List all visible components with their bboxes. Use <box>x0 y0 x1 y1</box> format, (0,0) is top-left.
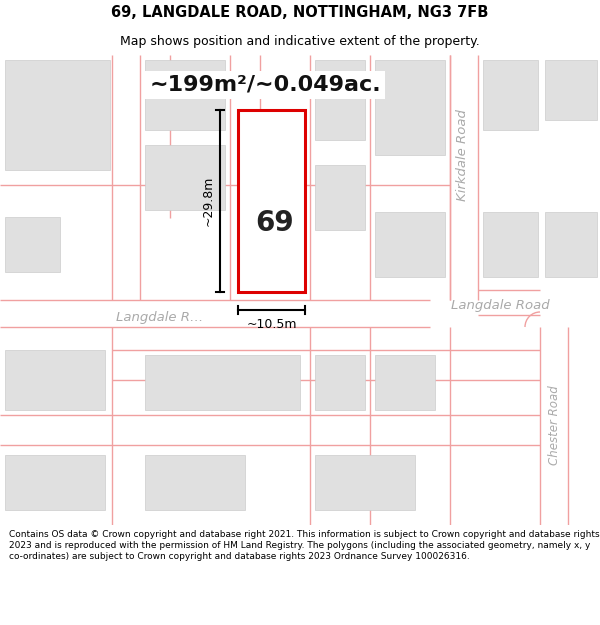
Text: Langdale R…: Langdale R… <box>116 311 203 324</box>
Text: Chester Road: Chester Road <box>548 385 560 465</box>
Bar <box>375 355 435 410</box>
Text: ~29.8m: ~29.8m <box>202 176 215 226</box>
Bar <box>315 165 365 230</box>
Bar <box>315 455 415 510</box>
Bar <box>483 60 538 130</box>
Text: Map shows position and indicative extent of the property.: Map shows position and indicative extent… <box>120 35 480 48</box>
Bar <box>145 355 300 410</box>
Text: 69, LANGDALE ROAD, NOTTINGHAM, NG3 7FB: 69, LANGDALE ROAD, NOTTINGHAM, NG3 7FB <box>112 4 488 19</box>
Bar <box>145 60 225 130</box>
Text: ~10.5m: ~10.5m <box>246 318 297 331</box>
Text: 69: 69 <box>256 209 294 237</box>
Bar <box>5 455 105 510</box>
Text: ~199m²/~0.049ac.: ~199m²/~0.049ac. <box>149 75 381 95</box>
Bar <box>545 212 597 277</box>
Bar <box>545 60 597 120</box>
Text: Langdale Road: Langdale Road <box>451 299 550 311</box>
Bar <box>5 60 110 170</box>
Bar <box>5 350 105 410</box>
Text: Contains OS data © Crown copyright and database right 2021. This information is : Contains OS data © Crown copyright and d… <box>9 530 599 561</box>
Bar <box>375 212 445 277</box>
Bar <box>145 145 225 210</box>
Text: Kirkdale Road: Kirkdale Road <box>457 109 470 201</box>
Bar <box>238 110 305 292</box>
Bar <box>315 355 365 410</box>
Bar <box>145 455 245 510</box>
Bar <box>375 60 445 155</box>
Bar <box>5 217 60 272</box>
Bar <box>315 60 365 140</box>
Bar <box>483 212 538 277</box>
